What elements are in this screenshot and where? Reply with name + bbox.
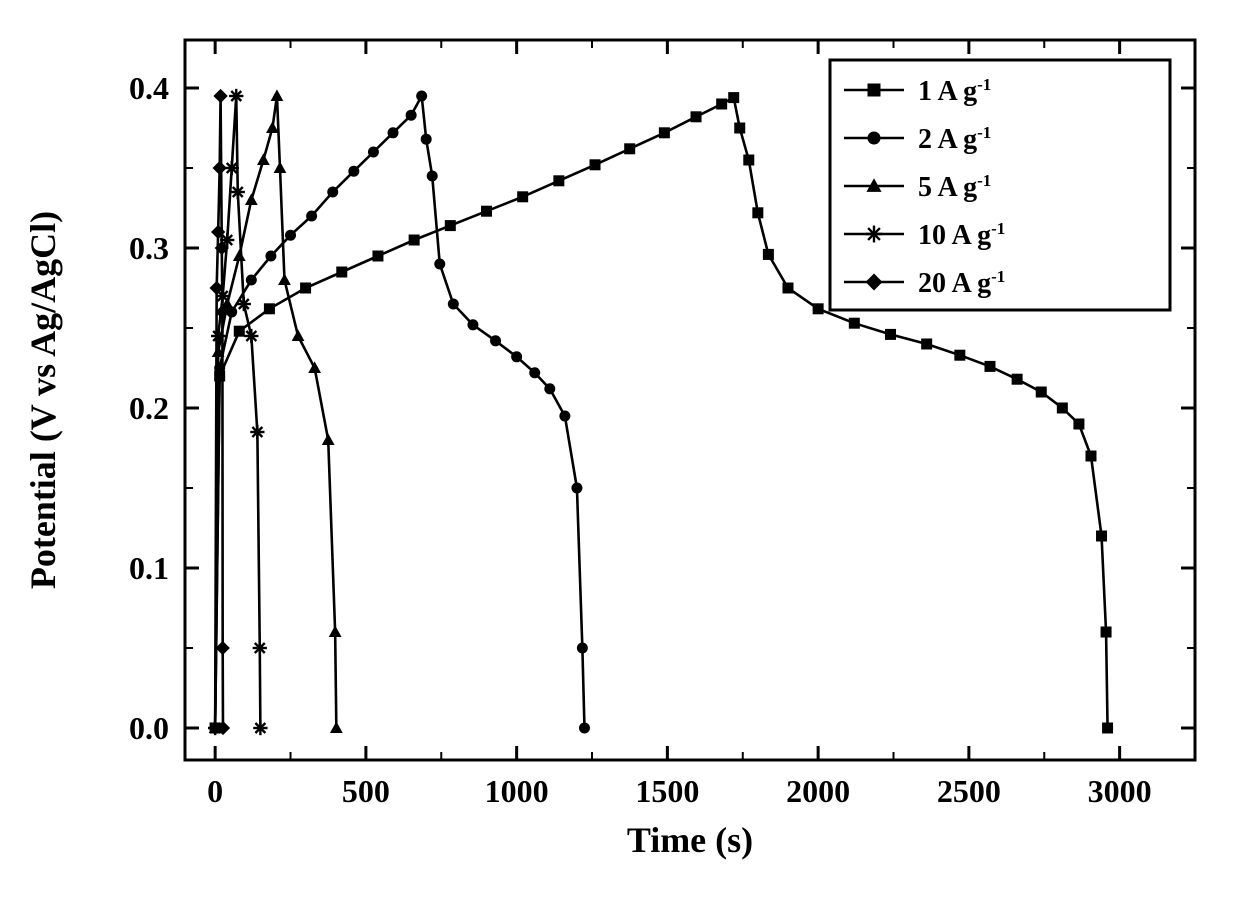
- gcd-chart: 0 500 1000 1500 2000 2500 3000 0.0 0.1 0.2 0.3 0.4 T…: [0, 0, 1239, 919]
- x-tick-label: 2000: [786, 773, 850, 809]
- y-axis-label: Potential (V vs Ag/AgCl): [23, 211, 63, 589]
- y-tick-label: 0.0: [129, 710, 169, 746]
- x-tick-label: 1500: [635, 773, 699, 809]
- x-tick-label: 1000: [485, 773, 549, 809]
- x-axis-label: Time (s): [627, 820, 753, 860]
- x-tick-label: 3000: [1088, 773, 1152, 809]
- x-tick-label: 500: [342, 773, 390, 809]
- chart-container: { "chart": { "type": "line", "background…: [0, 0, 1239, 919]
- y-tick-label: 0.2: [129, 390, 169, 426]
- x-tick-label: 2500: [937, 773, 1001, 809]
- y-tick-label: 0.1: [129, 550, 169, 586]
- x-tick-label: 0: [207, 773, 223, 809]
- y-tick-label: 0.3: [129, 230, 169, 266]
- y-tick-label: 0.4: [129, 70, 169, 106]
